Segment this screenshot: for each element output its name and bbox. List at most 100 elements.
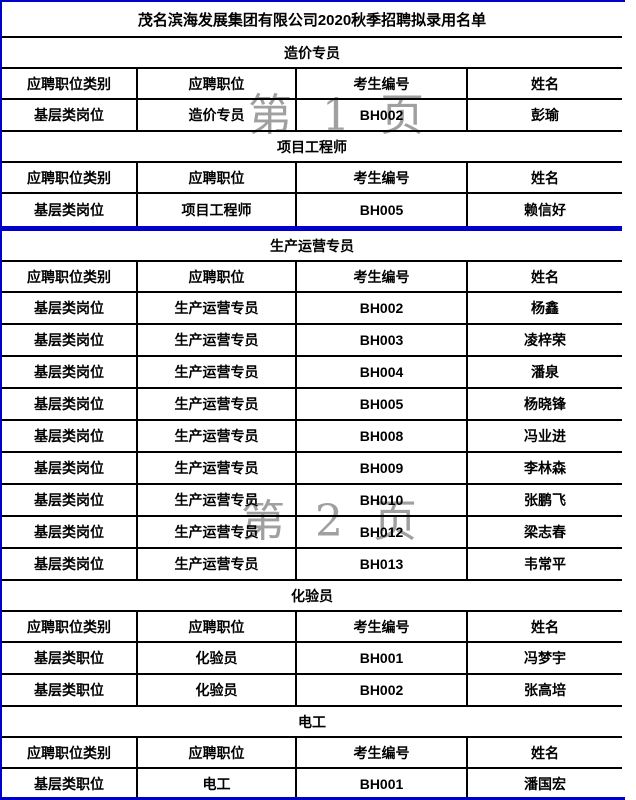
cell: 生产运营专员	[138, 421, 297, 451]
cell: BH002	[297, 293, 468, 323]
cell: 张鹏飞	[524, 492, 566, 508]
column-header: 应聘职位	[138, 69, 297, 98]
cell: 生产运营专员	[138, 549, 297, 579]
column-header: 应聘职位类别	[2, 612, 138, 641]
cell: 冯梦宇	[524, 650, 566, 666]
cell: 化验员	[138, 675, 297, 705]
section-title-5: 电工	[2, 707, 622, 738]
cell: 电工	[138, 769, 297, 799]
cell: 生产运营专员	[138, 389, 297, 419]
table-row: 基层类岗位 生产运营专员 BH008 冯业进	[2, 421, 622, 453]
cell: 基层类岗位	[2, 549, 138, 579]
table-row: 基层类岗位 生产运营专员 BH010 张鹏飞	[2, 485, 622, 517]
table-row: 基层类职位 化验员 BH001 冯梦宇	[2, 643, 622, 675]
table-row: 基层类岗位 生产运营专员 BH003 凌梓荣	[2, 325, 622, 357]
header-row: 应聘职位类别 应聘职位 考生编号 姓名	[2, 262, 622, 293]
cell: BH005	[297, 389, 468, 419]
column-header: 姓名	[531, 268, 559, 285]
column-header: 考生编号	[297, 163, 468, 192]
column-header: 姓名	[531, 618, 559, 635]
table-left-border	[0, 0, 2, 800]
cell: 基层类岗位	[2, 453, 138, 483]
cell: 赖信好	[524, 202, 566, 218]
column-header: 应聘职位	[138, 738, 297, 767]
cell: 基层类岗位	[2, 517, 138, 547]
table-row: 基层类岗位 项目工程师 BH005 赖信好	[2, 194, 622, 226]
cell: BH013	[297, 549, 468, 579]
cell: BH008	[297, 421, 468, 451]
column-header: 应聘职位	[138, 262, 297, 291]
cell: 基层类岗位	[2, 389, 138, 419]
cell: 生产运营专员	[138, 293, 297, 323]
cell: 冯业进	[524, 428, 566, 444]
cell: 基层类岗位	[2, 485, 138, 515]
sections-container: 造价专员 应聘职位类别 应聘职位 考生编号 姓名 基层类岗位 造价专员 BH002 彭瑜 项目工程…	[2, 38, 622, 800]
watermark-char: 2	[315, 496, 343, 547]
cell: 造价专员	[138, 100, 297, 130]
cell: 基层类职位	[2, 675, 138, 705]
cell: 生产运营专员	[138, 485, 297, 515]
cell: 基层类岗位	[2, 325, 138, 355]
recruitment-table: 茂名滨海发展集团有限公司2020秋季招聘拟录用名单 造价专员 应聘职位类别 应聘职位…	[2, 2, 622, 800]
column-header: 姓名	[531, 75, 559, 92]
table-row: 基层类岗位 生产运营专员 BH002 杨鑫	[2, 293, 622, 325]
cell: 张高培	[524, 682, 566, 698]
cell: 杨鑫	[531, 300, 559, 316]
header-row: 应聘职位类别 应聘职位 考生编号 姓名	[2, 69, 622, 100]
watermark-char: 页	[373, 496, 417, 547]
section-title-1: 造价专员	[2, 38, 622, 69]
cell: 基层类岗位	[2, 293, 138, 323]
column-header: 应聘职位类别	[2, 69, 138, 98]
cell: 项目工程师	[138, 194, 297, 226]
cell: BH001	[297, 643, 468, 673]
cell: 基层类岗位	[2, 100, 138, 130]
cell: BH009	[297, 453, 468, 483]
cell: BH002	[297, 675, 468, 705]
cell: 基层类岗位	[2, 194, 138, 226]
table-row: 基层类岗位 生产运营专员 BH005 杨晓锋	[2, 389, 622, 421]
column-header: 应聘职位类别	[2, 738, 138, 767]
cell: 基层类岗位	[2, 357, 138, 387]
column-header: 考生编号	[297, 262, 468, 291]
column-header: 考生编号	[297, 69, 468, 98]
cell: 李林森	[524, 460, 566, 476]
column-header: 应聘职位类别	[2, 163, 138, 192]
cell: 生产运营专员	[138, 325, 297, 355]
section-divider	[2, 226, 622, 231]
cell: 基层类岗位	[2, 421, 138, 451]
cell: BH001	[297, 769, 468, 799]
table-row: 基层类岗位 生产运营专员 BH004 潘泉	[2, 357, 622, 389]
table-row: 基层类岗位 生产运营专员 BH013 韦常平	[2, 549, 622, 581]
column-header: 应聘职位类别	[2, 262, 138, 291]
section-title-2: 项目工程师	[2, 132, 622, 163]
cell: BH010	[297, 485, 468, 515]
column-header: 应聘职位	[138, 163, 297, 192]
table-row: 基层类岗位 生产运营专员 BH009 李林森	[2, 453, 622, 485]
cell: 杨晓锋	[524, 396, 566, 412]
cell: 化验员	[138, 643, 297, 673]
cell: BH012	[297, 517, 468, 547]
table-row: 基层类岗位 生产运营专员 BH012 梁志春	[2, 517, 622, 549]
watermark-page-2: 第 2 页	[241, 500, 417, 544]
cell: BH003	[297, 325, 468, 355]
cell: 基层类职位	[2, 769, 138, 799]
table-bottom-border	[0, 797, 625, 800]
cell: 生产运营专员	[138, 517, 297, 547]
section-title-4: 化验员	[2, 581, 622, 612]
cell: 生产运营专员	[138, 357, 297, 387]
cell: 基层类职位	[2, 643, 138, 673]
column-header: 考生编号	[297, 612, 468, 641]
table-row: 基层类职位 化验员 BH002 张高培	[2, 675, 622, 707]
cell: 韦常平	[524, 556, 566, 572]
cell: BH005	[297, 194, 468, 226]
header-row: 应聘职位类别 应聘职位 考生编号 姓名	[2, 612, 622, 643]
cell: 梁志春	[524, 524, 566, 540]
cell: 生产运营专员	[138, 453, 297, 483]
column-header: 姓名	[531, 744, 559, 761]
cell: 彭瑜	[531, 107, 559, 123]
table-row: 基层类岗位 造价专员 BH002 彭瑜	[2, 100, 622, 132]
cell: BH004	[297, 357, 468, 387]
column-header: 姓名	[531, 169, 559, 186]
cell: 凌梓荣	[524, 332, 566, 348]
